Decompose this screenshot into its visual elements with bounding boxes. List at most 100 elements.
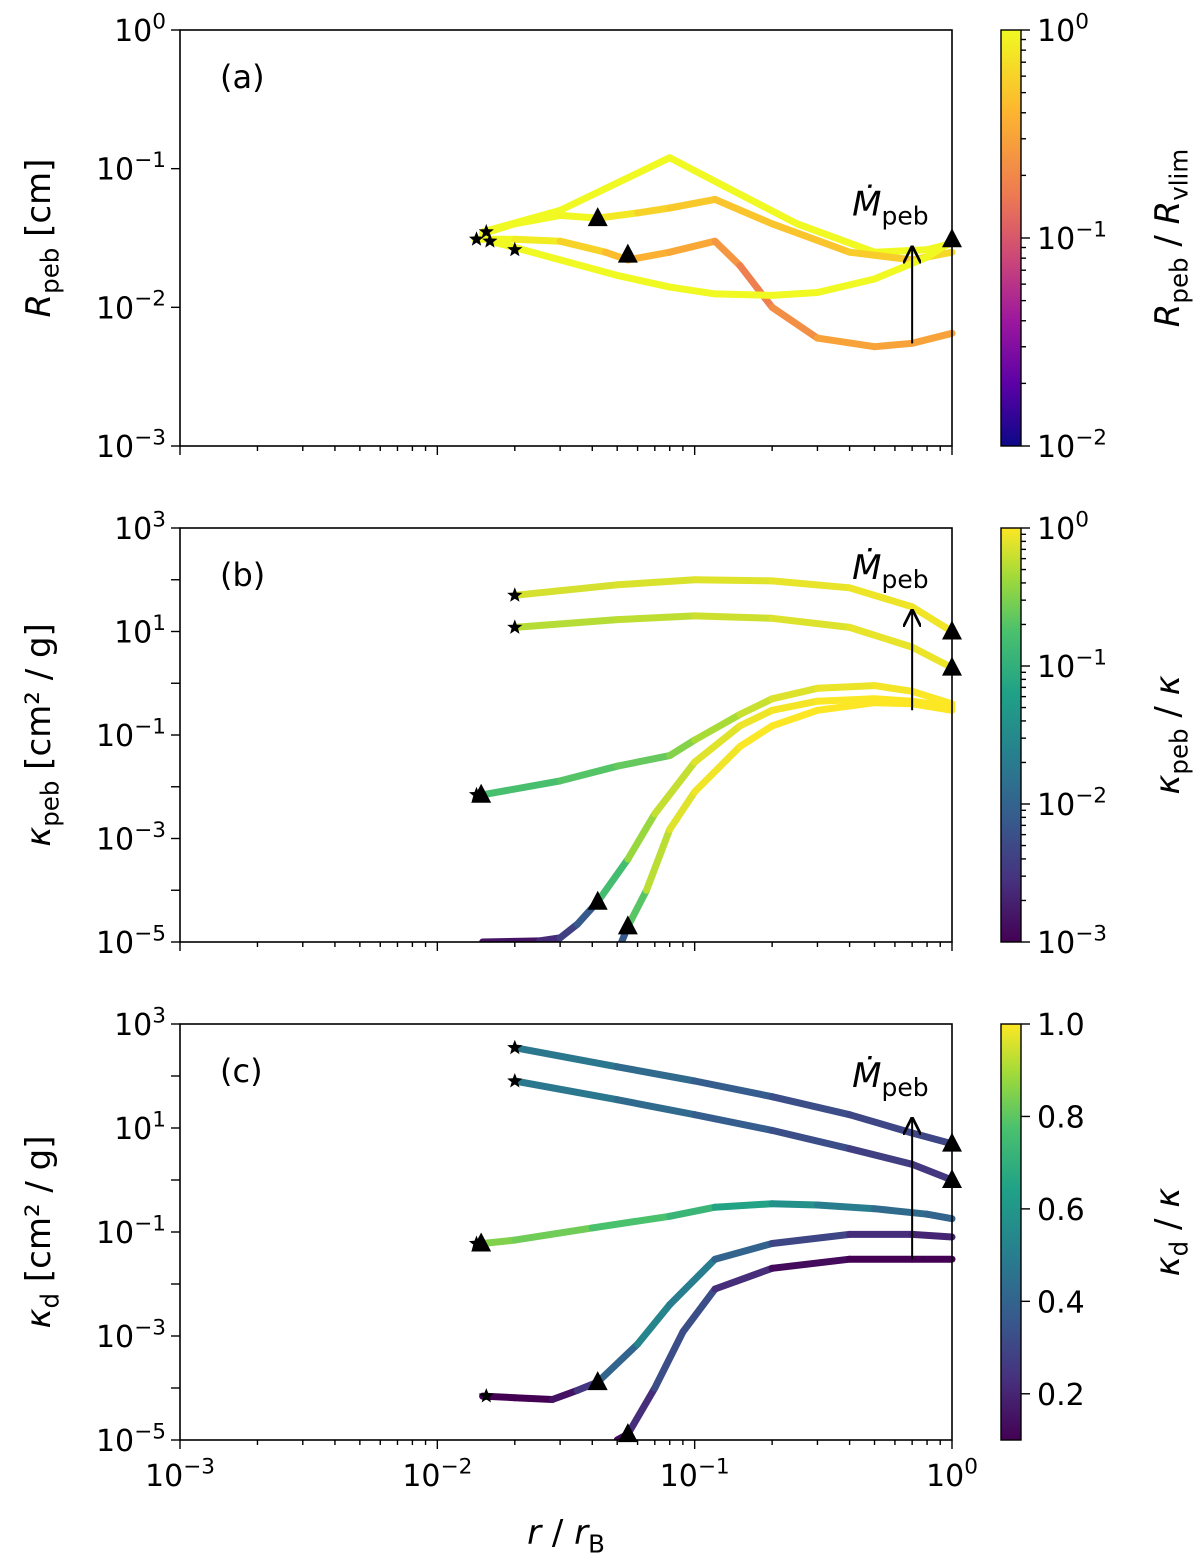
series-segment [691, 722, 744, 766]
series-segment [511, 1224, 596, 1244]
series-segment [908, 687, 956, 708]
series-segment [871, 339, 916, 351]
series-segment [511, 211, 564, 228]
colorbar-label: κpeb​ / κ [1148, 675, 1194, 794]
series-segment [511, 244, 564, 264]
y-tick-label: 10−3 [96, 1315, 166, 1355]
series-segment [691, 576, 776, 585]
series-segment [923, 1210, 956, 1223]
y-tick-label: 103 [114, 1003, 166, 1043]
panel-label: (b) [220, 556, 265, 594]
series-segment [643, 825, 674, 894]
mdot-label: Ṁpeb [852, 1056, 928, 1102]
mdot-label: Ṁpeb [852, 185, 928, 231]
colorbar-tick-label: 10−1 [1037, 645, 1107, 685]
series-segment [666, 283, 719, 298]
series-segment [711, 237, 744, 270]
y-tick-label: 10−1 [96, 148, 166, 188]
star-marker [478, 1388, 494, 1403]
series-segment [556, 154, 674, 214]
triangle-marker [587, 890, 608, 910]
series-segment [768, 577, 854, 592]
series-curve-5 [613, 1255, 956, 1440]
panel-0: Ṁpeb (a) 100 10−1 10−2 10−3 Rpeb [cm] 100 10−1 10… [19, 9, 1194, 465]
series-curve-5 [618, 699, 956, 942]
series-segment [768, 1126, 854, 1153]
panel-label: (a) [220, 58, 265, 96]
star-marker [507, 241, 523, 257]
series-segment [871, 699, 916, 708]
colorbar [1000, 29, 1022, 447]
series-segment [768, 697, 821, 714]
colorbar-tick-label: 10−2 [1037, 425, 1107, 465]
series-segment [813, 695, 878, 705]
series-curve-1 [511, 576, 956, 635]
star-marker [507, 1073, 523, 1088]
colorbar-tick-label: 0.6 [1037, 1193, 1085, 1228]
series-segment [613, 576, 699, 589]
series-segment [846, 623, 916, 651]
series-segment [666, 788, 699, 833]
series-segment [511, 1077, 621, 1104]
series-segment [624, 810, 659, 863]
x-tick-label: 10−2 [402, 1454, 472, 1494]
panel-1: Ṁpeb (b) 103 101 10−1 10−3 10−5 κpeb [cm² / g] 1… [19, 507, 1194, 961]
series-group [479, 1044, 956, 1440]
series-segment [691, 612, 776, 622]
series-segment [720, 182, 801, 228]
colorbar-label: κd​ / κ [1148, 1188, 1194, 1277]
series-segment [871, 1205, 931, 1218]
series-segment [666, 1255, 719, 1309]
star-marker [478, 223, 494, 239]
series-segment [679, 1285, 719, 1336]
colorbar-tick-label: 100 [1037, 507, 1089, 547]
series-segment [813, 682, 878, 692]
series-segment [871, 682, 916, 695]
series-segment [556, 237, 609, 256]
series-segment [666, 237, 719, 256]
series-segment [511, 616, 621, 631]
star-marker [507, 619, 523, 634]
mdot-label: Ṁpeb [852, 548, 928, 594]
series-segment [666, 1203, 719, 1220]
series-segment [768, 220, 854, 256]
series-group [479, 576, 956, 942]
series-segment [556, 256, 621, 279]
panel-label: (c) [220, 1052, 263, 1090]
y-axis-label: κd [cm² / g] [19, 1135, 65, 1328]
series-curve-4 [479, 695, 956, 942]
series-segment [666, 736, 699, 760]
series-segment [556, 920, 581, 942]
series-segment [908, 329, 956, 347]
series-curve-1 [479, 154, 956, 256]
series-segment [666, 195, 719, 212]
series-segment [613, 612, 699, 624]
series-segment [846, 248, 916, 264]
series-segment [511, 1394, 556, 1403]
series-segment [588, 1212, 674, 1232]
colorbar [1000, 527, 1022, 943]
series-segment [908, 603, 956, 635]
series-segment [711, 290, 776, 299]
y-tick-label: 10−5 [96, 921, 166, 961]
colorbar-label: Rpeb​ / Rvlim​ [1148, 149, 1194, 327]
series-segment [736, 262, 776, 311]
colorbar [1000, 1023, 1022, 1441]
series-segment [846, 1145, 916, 1168]
x-tick-label: 100 [926, 1454, 978, 1494]
series-segment [813, 334, 878, 351]
triangle-marker [617, 915, 638, 935]
y-tick-label: 10−2 [96, 287, 166, 327]
series-segment [711, 1200, 776, 1211]
triangle-marker [617, 1423, 638, 1443]
series-segment [511, 581, 621, 599]
y-tick-label: 101 [114, 1107, 166, 1147]
series-segment [871, 246, 931, 256]
series-segment [634, 204, 674, 217]
series-segment [768, 1200, 821, 1209]
series-segment [666, 154, 728, 190]
series-segment [846, 1111, 916, 1137]
series-segment [691, 710, 744, 744]
series-segment [479, 777, 564, 799]
